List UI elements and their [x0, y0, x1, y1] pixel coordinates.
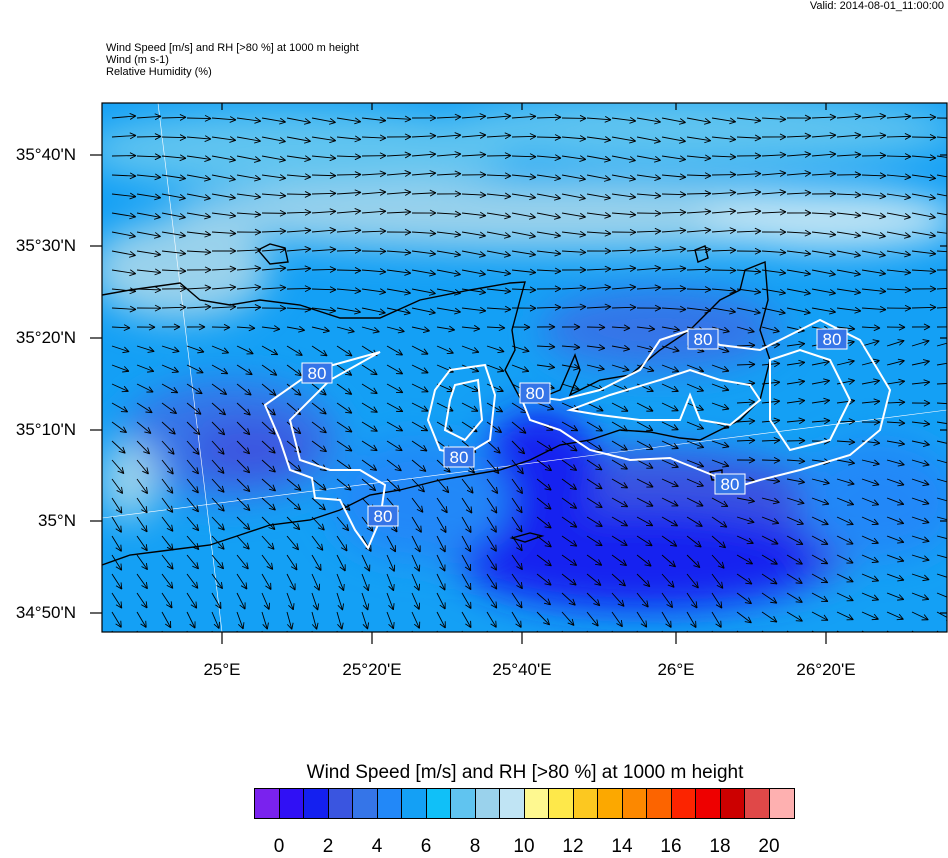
contour-label: 80	[715, 474, 745, 494]
colorbar-swatch	[451, 789, 476, 818]
svg-text:80: 80	[450, 448, 469, 467]
colorbar-swatch	[598, 789, 623, 818]
colorbar-label: 12	[562, 836, 583, 858]
contour-label: 80	[520, 383, 550, 403]
colorbar-swatch	[280, 789, 305, 818]
colorbar	[254, 788, 795, 819]
colorbar-swatch	[402, 789, 427, 818]
lon-label: 26°20'E	[796, 660, 855, 680]
wind-arrow	[159, 630, 172, 649]
lat-label: 35°N	[0, 511, 76, 531]
wind-arrow	[284, 630, 294, 649]
lat-label: 34°50'N	[0, 603, 76, 623]
wind-arrow	[259, 630, 269, 649]
wind-arrow	[209, 630, 220, 649]
colorbar-swatch	[549, 789, 574, 818]
lat-label: 35°30'N	[0, 236, 76, 256]
colorbar-label: 20	[758, 836, 779, 858]
colorbar-swatch	[304, 789, 329, 818]
colorbar-swatch	[623, 789, 648, 818]
svg-text:80: 80	[308, 364, 327, 383]
contour-label: 80	[368, 506, 398, 526]
lon-label: 25°E	[203, 660, 240, 680]
colorbar-label: 6	[421, 836, 432, 858]
wind-arrow	[384, 630, 396, 649]
wind-arrow	[359, 630, 370, 649]
colorbar-swatch	[427, 789, 452, 818]
svg-text:80: 80	[526, 384, 545, 403]
colorbar-label: 16	[660, 836, 681, 858]
lat-label: 35°10'N	[0, 420, 76, 440]
lat-label: 35°20'N	[0, 328, 76, 348]
colorbar-swatch	[353, 789, 378, 818]
colorbar-swatch	[574, 789, 599, 818]
colorbar-label: 18	[709, 836, 730, 858]
colorbar-label: 4	[372, 836, 383, 858]
colorbar-swatch	[476, 789, 501, 818]
colorbar-swatch	[672, 789, 697, 818]
svg-text:80: 80	[694, 330, 713, 349]
colorbar-swatch	[721, 789, 746, 818]
contour-label: 80	[688, 329, 718, 349]
colorbar-title: Wind Speed [m/s] and RH [>80 %] at 1000 …	[0, 762, 948, 784]
svg-text:80: 80	[721, 475, 740, 494]
colorbar-swatch	[255, 789, 280, 818]
svg-text:80: 80	[823, 330, 842, 349]
wind-arrow	[234, 630, 244, 649]
lon-label: 25°20'E	[342, 660, 401, 680]
colorbar-label: 0	[274, 836, 285, 858]
contour-label: 80	[302, 363, 332, 383]
svg-text:80: 80	[374, 507, 393, 526]
colorbar-swatch	[647, 789, 672, 818]
colorbar-swatch	[770, 789, 795, 818]
map-plot: 80 80 80 80 80 80 80	[0, 0, 948, 700]
colorbar-label: 2	[323, 836, 334, 858]
colorbar-label: 14	[611, 836, 632, 858]
lon-label: 26°E	[657, 660, 694, 680]
wind-arrow	[184, 630, 196, 649]
colorbar-swatch	[525, 789, 550, 818]
colorbar-label: 10	[513, 836, 534, 858]
contour-label: 80	[444, 447, 474, 467]
colorbar-swatch	[696, 789, 721, 818]
colorbar-swatch	[378, 789, 403, 818]
colorbar-swatch	[329, 789, 354, 818]
wind-arrow	[309, 630, 319, 649]
lon-label: 25°40'E	[492, 660, 551, 680]
colorbar-swatch	[500, 789, 525, 818]
contour-label: 80	[817, 329, 847, 349]
lat-label: 35°40'N	[0, 145, 76, 165]
wind-speed-field: 80 80 80 80 80 80 80	[80, 95, 948, 649]
colorbar-swatch	[745, 789, 770, 818]
colorbar-label: 8	[470, 836, 481, 858]
wind-arrow	[334, 630, 345, 649]
